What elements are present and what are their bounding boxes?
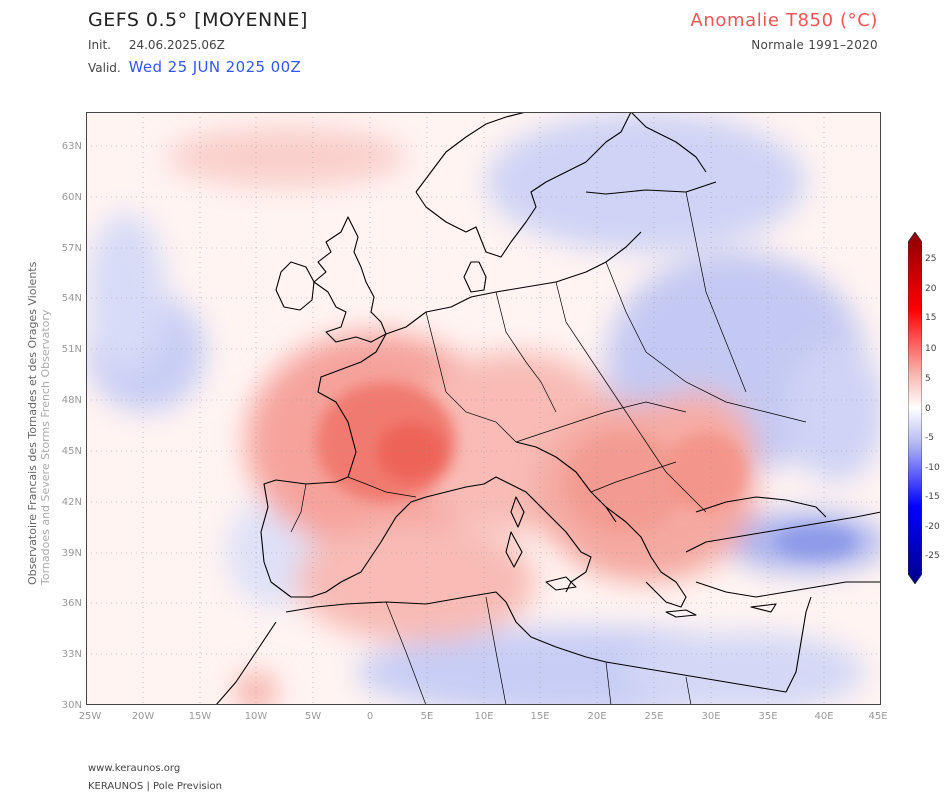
lon-label: 5W [304,711,322,722]
lon-label: 35E [758,711,778,722]
lon-label: 20E [587,711,607,722]
lat-label: 48N [61,395,82,406]
lon-label: 25E [644,711,664,722]
lat-label: 60N [61,192,82,203]
colorbar-label: 15 [925,313,937,323]
model-title: GEFS 0.5° [MOYENNE] [88,9,308,31]
field-title: Anomalie T850 (°C) [690,10,878,31]
colorbar-label: -5 [925,433,934,443]
colorbar [908,232,922,584]
map-canvas [86,112,881,705]
lon-label: 30E [701,711,721,722]
colorbar-label: -25 [925,551,940,561]
lat-label: 63N [61,141,82,152]
borders [290,191,807,705]
init-time: Init. 24.06.2025.06Z [88,38,225,52]
lon-label: 40E [814,711,834,722]
lon-label: 45E [868,711,888,722]
credit-english: Tornadoes and Severe Storms French Obser… [39,309,52,585]
lat-label: 57N [61,243,82,254]
lat-label: 36N [61,598,82,609]
normal-period: Normale 1991–2020 [751,38,878,52]
init-label: Init. [88,38,111,52]
colorbar-label: 5 [925,374,931,384]
lat-label: 54N [61,293,82,304]
anomaly-map [86,112,881,705]
credit-french: Observatoire Francais des Tornades et de… [26,261,39,585]
lon-label: 25W [78,711,102,722]
colorbar-label: 0 [925,404,931,414]
colorbar-label: 25 [925,254,937,264]
coastlines [215,112,881,705]
lon-label: 5E [420,711,434,722]
lat-label: 51N [61,344,82,355]
lat-label: 30N [61,700,82,711]
colorbar-label: 10 [925,344,937,354]
lon-label: 15W [188,711,212,722]
valid-label: Valid. [88,61,121,75]
lat-label: 39N [61,548,82,559]
valid-value: Wed 25 JUN 2025 00Z [128,58,302,76]
lat-label: 33N [61,649,82,660]
colorbar-label: 20 [925,284,937,294]
footer-site: www.keraunos.org [88,763,181,774]
lat-label: 45N [61,446,82,457]
map-frame [86,112,881,705]
lon-label: 20W [131,711,155,722]
footer-org: KERAUNOS | Pole Prevision [88,781,222,792]
colorbar-label: -10 [925,463,940,473]
valid-time: Valid. Wed 25 JUN 2025 00Z [88,58,301,76]
lat-label: 42N [61,497,82,508]
lon-label: 0 [366,711,374,722]
init-value: 24.06.2025.06Z [128,38,225,52]
colorbar-label: -15 [925,492,940,502]
lon-label: 10W [244,711,268,722]
lon-label: 10E [474,711,494,722]
lon-label: 15E [530,711,550,722]
colorbar-label: -20 [925,522,940,532]
